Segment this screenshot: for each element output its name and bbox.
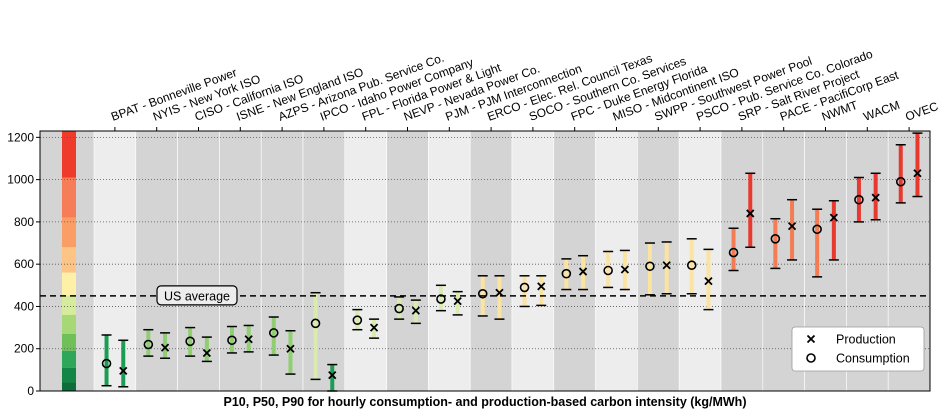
consumption-p50-point — [519, 282, 530, 293]
x-tick-label: WACM — [862, 98, 902, 124]
legend-box — [791, 326, 925, 372]
band-10 — [511, 130, 555, 392]
production-p50-point — [704, 276, 713, 286]
colorbar-segment — [62, 247, 76, 273]
legend-label: Production — [836, 333, 896, 347]
colorbar-segment — [62, 367, 76, 383]
legend-label: Consumption — [836, 352, 910, 366]
colorbar-segment — [62, 295, 76, 315]
production-p50-point — [746, 209, 755, 218]
consumption-p50-point — [603, 265, 613, 276]
us-average-line: US average — [40, 285, 930, 306]
x-tick-label: OVEC — [903, 99, 940, 124]
colorbar-segment — [62, 382, 76, 391]
colorbar-segment — [62, 272, 76, 296]
band-1 — [135, 130, 178, 392]
legend-marker-consumption — [806, 353, 816, 363]
colorbar-segment — [62, 350, 76, 368]
y-tick-label: 1000 — [7, 173, 34, 187]
production-p50-point — [787, 221, 797, 231]
consumption-p50-point — [895, 176, 906, 187]
band-4 — [260, 130, 304, 392]
production-p50-point — [286, 344, 295, 353]
plot-frame — [39, 130, 931, 392]
band-9 — [469, 130, 513, 392]
legend: Production Consumption — [791, 326, 925, 372]
consumption-p50-point — [227, 335, 237, 346]
y-tick-label: 0 — [27, 384, 34, 398]
y-tick-label: 800 — [14, 215, 34, 229]
production-p50-point — [202, 348, 211, 358]
band-6 — [344, 130, 387, 392]
band-0 — [93, 130, 137, 392]
band-7 — [386, 130, 429, 392]
band-15 — [720, 130, 764, 392]
colorbar-segment — [62, 217, 76, 248]
consumption-p50-point — [268, 328, 279, 338]
consumption-p50-point — [310, 318, 321, 329]
band-11 — [553, 130, 596, 392]
us-average-label: US average — [164, 289, 230, 303]
consumption-p50-point — [477, 288, 488, 299]
production-p50-point — [244, 335, 253, 344]
production-p50-point — [871, 193, 880, 202]
band-14 — [678, 130, 722, 392]
data-marks — [101, 132, 923, 392]
production-p50-point — [369, 323, 379, 332]
production-p50-point — [160, 343, 170, 352]
band-3 — [219, 130, 262, 392]
production-p50-point — [119, 366, 128, 376]
consumption-p50-point — [185, 336, 195, 347]
colorbar — [62, 131, 76, 391]
production-p50-point — [913, 169, 922, 178]
colorbar-segment — [62, 177, 76, 218]
consumption-p50-point — [728, 247, 739, 258]
production-p50-point — [662, 261, 671, 270]
production-p50-point — [537, 282, 546, 291]
consumption-p50-point — [645, 261, 655, 272]
production-p50-point — [453, 297, 462, 306]
legend-marker-production — [806, 334, 816, 344]
band-8 — [428, 130, 471, 392]
production-p50-point — [578, 267, 588, 276]
consumption-p50-point — [812, 224, 822, 235]
consumption-p50-point — [854, 194, 864, 205]
production-p50-point — [328, 371, 337, 380]
consumption-p50-point — [770, 234, 781, 244]
colorbar-segment — [62, 333, 76, 351]
us-average-label-box — [156, 285, 238, 306]
y-axis: 0 200 400 600 800 1000 1200 — [7, 130, 40, 398]
band-12 — [595, 130, 638, 392]
production-p50-point — [829, 213, 838, 222]
production-p50-point — [495, 288, 504, 297]
x-axis-label: P10, P50, P90 for hourly consumption- an… — [224, 395, 747, 409]
y-tick-label: 600 — [14, 257, 34, 271]
column-bands — [40, 130, 931, 392]
consumption-p50-point — [101, 358, 112, 369]
consumption-p50-point — [143, 339, 154, 350]
band-13 — [637, 130, 680, 392]
y-tick-label: 400 — [14, 299, 34, 313]
band-5 — [302, 130, 346, 392]
consumption-p50-point — [686, 260, 697, 271]
grid-lines — [40, 136, 930, 350]
production-p50-point — [620, 265, 629, 274]
consumption-p50-point — [436, 294, 446, 304]
production-p50-point — [411, 306, 420, 315]
colorbar-segment — [62, 314, 76, 334]
y-tick-label: 200 — [14, 342, 34, 356]
y-tick-label: 1200 — [7, 130, 34, 144]
consumption-p50-point — [561, 268, 572, 279]
consumption-p50-point — [394, 303, 404, 314]
band-2 — [177, 130, 220, 392]
consumption-p50-point — [352, 315, 363, 325]
colorbar-segment — [62, 131, 76, 178]
